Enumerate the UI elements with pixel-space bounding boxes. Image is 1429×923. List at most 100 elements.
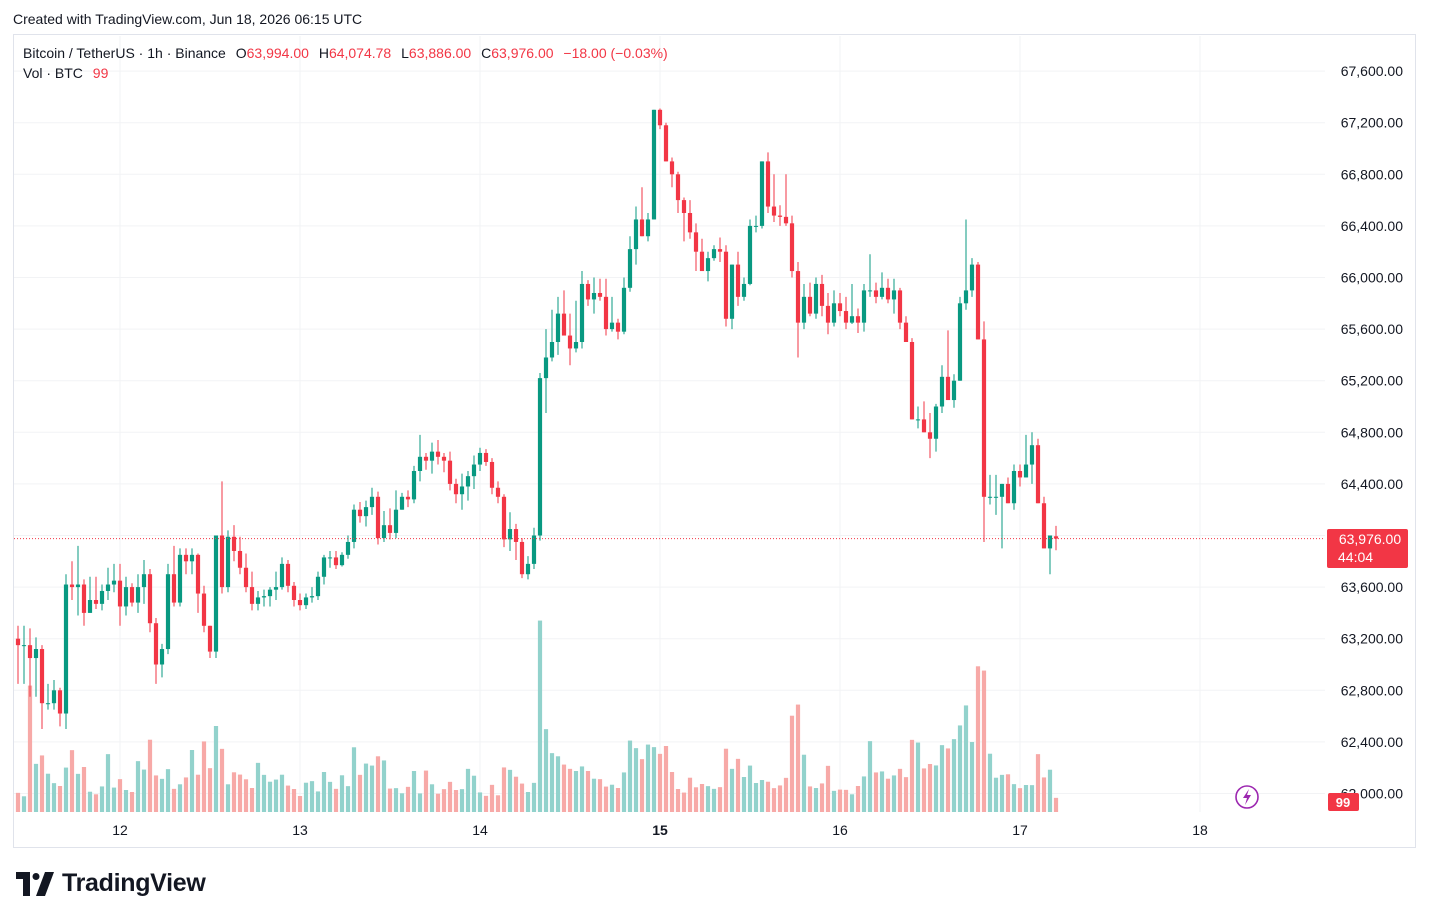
volume-indicator-value: 99 [92, 65, 109, 81]
candle-body [795, 271, 801, 323]
volume-bar [261, 774, 267, 812]
volume-bar [63, 767, 69, 812]
candle-body [489, 461, 495, 488]
volume-bar [255, 762, 261, 812]
volume-bar [519, 783, 525, 812]
volume-bar [597, 779, 603, 812]
last-price-badge: 63,976.00 44:04 [1327, 529, 1408, 568]
volume-bar [177, 784, 183, 812]
volume-bar [69, 750, 75, 812]
candle-body [945, 376, 951, 401]
candle-body [501, 496, 507, 540]
candle-body [195, 554, 201, 594]
volume-bar [99, 786, 105, 812]
volume-bar [843, 789, 849, 812]
volume-bar [1053, 797, 1059, 812]
price-axis[interactable]: 62,000.0062,400.0062,800.0063,200.0063,6… [1341, 63, 1403, 801]
volume-bar [357, 774, 363, 812]
candle-body [75, 584, 81, 588]
volume-bar [831, 790, 837, 812]
lightning-icon[interactable] [1235, 785, 1259, 809]
volume-bar [567, 768, 573, 812]
volume-bar [339, 775, 345, 812]
candle-body [939, 376, 945, 407]
candle-body [597, 292, 603, 297]
y-tick-label: 66,400.00 [1341, 218, 1403, 234]
symbol-title[interactable]: Bitcoin / TetherUS · 1h · Binance [23, 45, 226, 61]
volume-bar [279, 774, 285, 812]
candle-body [429, 451, 435, 461]
candle-body [477, 452, 483, 465]
time-axis[interactable]: 12 13 14 15 16 17 18 [112, 822, 1208, 838]
candle-body [357, 509, 363, 517]
candle-body [81, 584, 87, 613]
volume-bar [129, 792, 135, 812]
volume-bar [195, 774, 201, 812]
candle-body [681, 200, 687, 213]
candle-body [177, 554, 183, 603]
candle-body [921, 419, 927, 433]
volume-bar [369, 765, 375, 812]
candle-body [867, 290, 873, 292]
volume-indicator-title[interactable]: Vol · BTC [23, 65, 83, 81]
volume-bar [801, 754, 807, 812]
volume-bar [759, 780, 765, 812]
candle-body [327, 557, 333, 559]
volume-bar [39, 755, 45, 812]
candle-body [1035, 445, 1041, 504]
volume-bar [303, 782, 309, 812]
volume-bar [81, 767, 87, 812]
candle-body [519, 541, 525, 575]
volume-bar [489, 784, 495, 812]
volume-bar [861, 776, 867, 812]
high-value: 64,074.78 [328, 45, 392, 61]
x-tick-label: 14 [472, 822, 488, 838]
candle-body [63, 584, 69, 714]
volume-bar [873, 772, 879, 812]
candle-body [207, 625, 213, 652]
open-value: 63,994.00 [246, 45, 309, 61]
candle-body [105, 584, 111, 591]
volume-bar [675, 789, 681, 812]
volume-bar [219, 748, 225, 812]
candle-body [225, 536, 231, 588]
candle-body [27, 645, 33, 659]
candle-body [561, 313, 567, 336]
volume-bar [783, 777, 789, 812]
tradingview-logo-icon [16, 871, 54, 896]
open-label: O [235, 45, 247, 61]
candle-body [351, 509, 357, 542]
volume-bar [939, 745, 945, 812]
candle-body [267, 589, 273, 597]
volume-bar [897, 768, 903, 812]
volume-bar [1041, 777, 1047, 812]
candle-body [843, 311, 849, 323]
volume-bar [501, 767, 507, 812]
candle-body [777, 215, 783, 217]
volume-bar [27, 685, 33, 812]
volume-bar [951, 739, 957, 812]
volume-bar [639, 759, 645, 812]
candle-body [789, 223, 795, 272]
candle-body [699, 251, 705, 272]
volume-bar [693, 787, 699, 812]
candle-body [993, 496, 999, 498]
candle-body [603, 296, 609, 330]
candle-body [189, 554, 195, 562]
candle-body [375, 496, 381, 539]
volume-bar [333, 788, 339, 812]
volume-bar [111, 787, 117, 812]
volume-bar [147, 739, 153, 812]
candle-body [165, 574, 171, 650]
y-tick-label: 62,800.00 [1341, 682, 1403, 698]
candle-body [543, 357, 549, 379]
volume-bar [507, 769, 513, 812]
volume-bar [651, 747, 657, 812]
candle-body [591, 292, 597, 300]
volume-bar [453, 790, 459, 812]
volume-bar [795, 704, 801, 812]
tradingview-logo[interactable]: TradingView [16, 869, 206, 898]
volume-bar [711, 788, 717, 812]
candle-body [459, 486, 465, 495]
